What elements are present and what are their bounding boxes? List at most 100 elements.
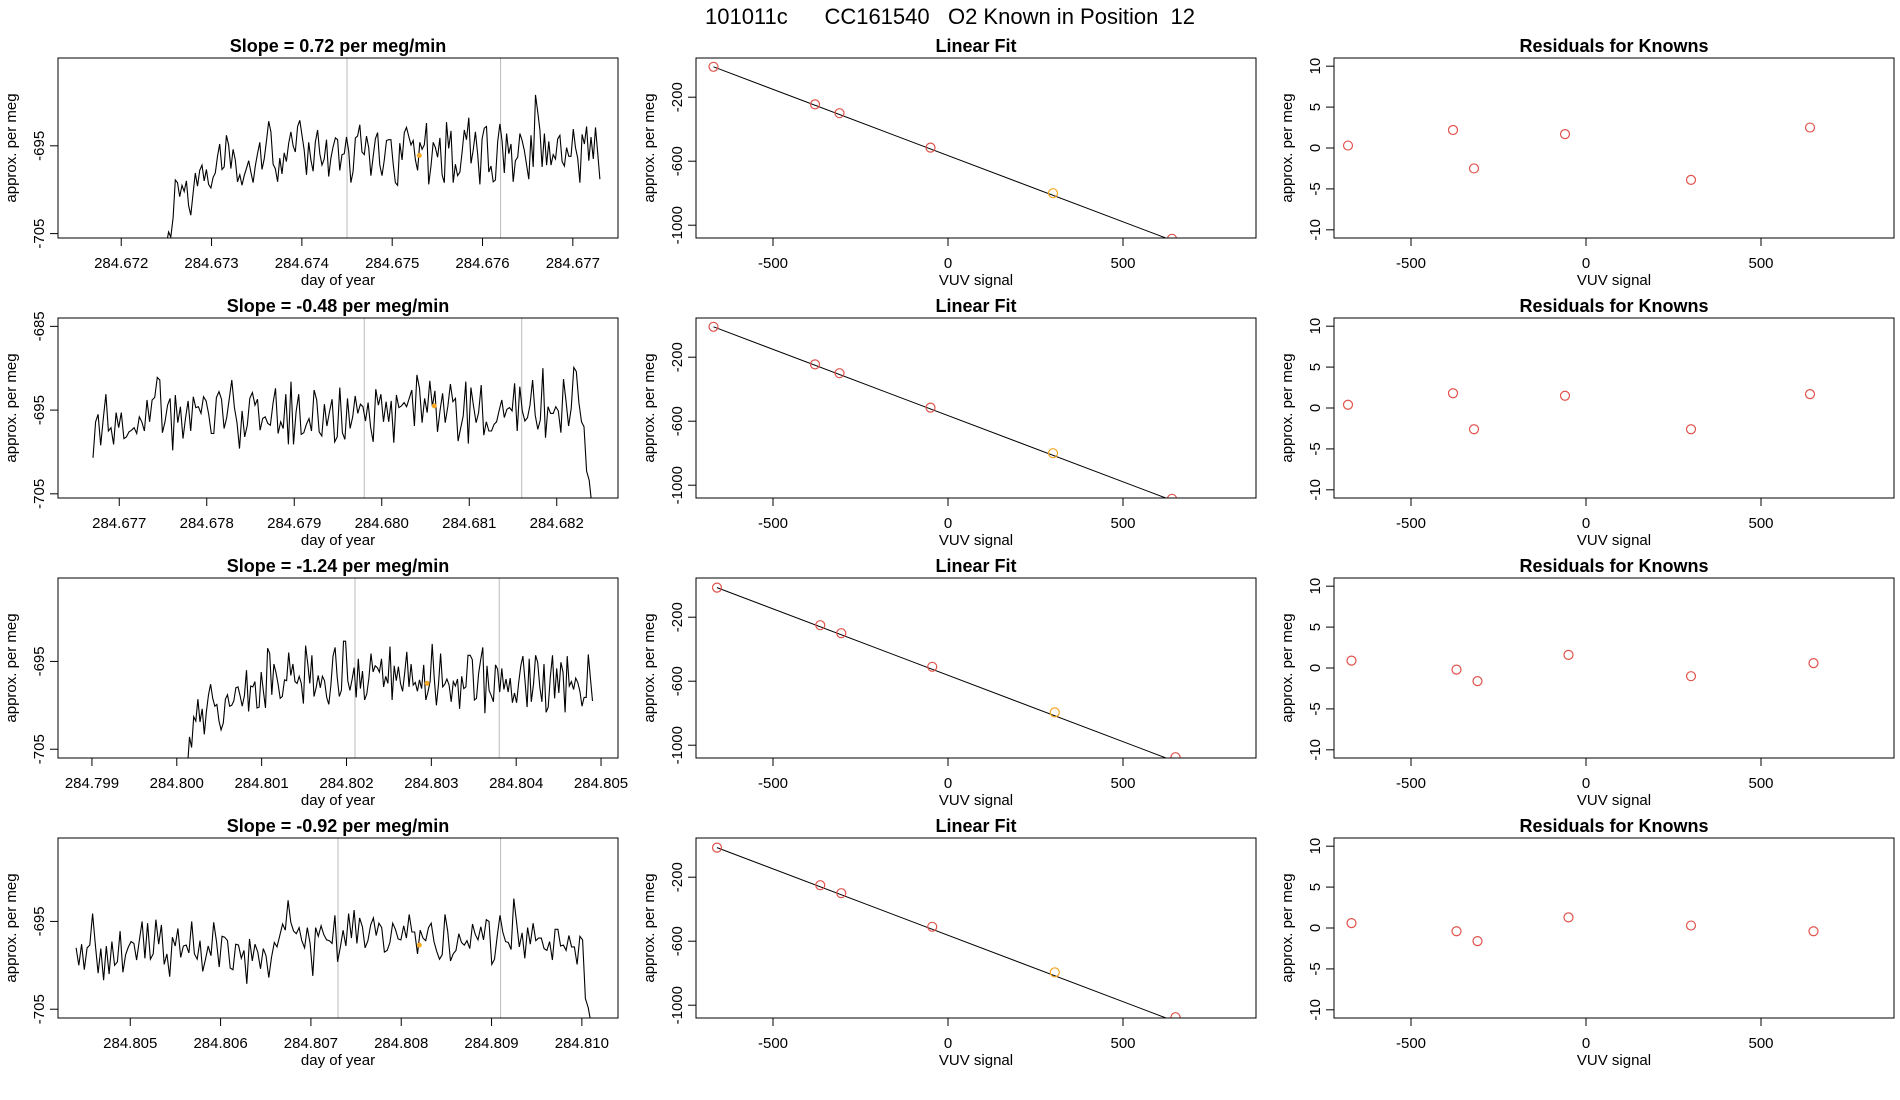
fit-panel: Linear Fit -500 0 500 VUV signal -200 -600 -100… bbox=[641, 36, 1257, 289]
panel-title: Residuals for Knowns bbox=[1519, 296, 1708, 316]
known-point bbox=[1804, 388, 1816, 400]
y-tick-label: -10 bbox=[1307, 999, 1324, 1021]
x-tick-label: 284.677 bbox=[92, 515, 146, 532]
known-point bbox=[1346, 917, 1357, 929]
timeseries-line bbox=[92, 365, 592, 498]
timeseries-panel: Slope = 0.72 per meg/min 284.672 284.673 28… bbox=[3, 36, 619, 289]
known-point bbox=[1170, 1012, 1181, 1018]
y-tick-label: 5 bbox=[1307, 883, 1324, 891]
x-tick-label: 284.680 bbox=[355, 515, 409, 532]
y-tick-label: 5 bbox=[1307, 363, 1324, 371]
y-tick-label: -600 bbox=[669, 926, 686, 956]
unknown-point bbox=[1049, 967, 1060, 978]
x-tick-label: -500 bbox=[758, 515, 788, 532]
y-tick-label: -600 bbox=[669, 406, 686, 436]
y-axis-label: approx. per meg bbox=[641, 873, 658, 982]
x-tick-label: 0 bbox=[1582, 515, 1590, 532]
x-axis-label: VUV signal bbox=[939, 272, 1013, 289]
y-axis-label: approx. per meg bbox=[3, 353, 20, 462]
x-tick-label: 284.810 bbox=[555, 1035, 609, 1052]
timeseries-panel: Slope = -0.92 per meg/min 284.805 284.806 2… bbox=[3, 816, 619, 1069]
highlight-point bbox=[416, 942, 422, 948]
x-axis-label: VUV signal bbox=[939, 792, 1013, 809]
known-point bbox=[1685, 671, 1697, 682]
known-point bbox=[1563, 912, 1574, 923]
plot-frame bbox=[57, 317, 619, 499]
plot-area bbox=[1346, 649, 1819, 687]
plot-area bbox=[185, 578, 594, 758]
x-tick-label: 0 bbox=[944, 1035, 952, 1052]
x-tick-label: -500 bbox=[758, 775, 788, 792]
y-tick-label: -200 bbox=[669, 342, 686, 372]
known-point bbox=[1342, 140, 1354, 151]
y-tick-label: -695 bbox=[31, 906, 48, 936]
x-tick-label: 0 bbox=[1582, 255, 1590, 272]
plot-area bbox=[166, 58, 601, 238]
known-point bbox=[1808, 657, 1819, 669]
y-tick-label: -5 bbox=[1307, 962, 1324, 975]
timeseries-line bbox=[185, 640, 594, 758]
known-point bbox=[1451, 664, 1462, 675]
plot-frame bbox=[57, 57, 619, 239]
x-tick-label: 500 bbox=[1110, 255, 1135, 272]
y-axis-label: approx. per meg bbox=[1279, 613, 1296, 722]
x-tick-label: 284.805 bbox=[574, 775, 628, 792]
timeseries-panel: Slope = -1.24 per meg/min 284.799 284.800 2… bbox=[3, 556, 628, 809]
plot-area bbox=[708, 321, 1178, 498]
y-tick-label: -685 bbox=[31, 311, 48, 341]
y-tick-label: 10 bbox=[1307, 58, 1324, 75]
timeseries-line bbox=[166, 94, 601, 238]
unknown-point bbox=[1049, 707, 1060, 718]
plot-frame bbox=[1333, 317, 1895, 499]
x-tick-label: 284.672 bbox=[94, 255, 148, 272]
x-tick-label: 500 bbox=[1110, 775, 1135, 792]
x-tick-label: 284.807 bbox=[284, 1035, 338, 1052]
known-point bbox=[1447, 124, 1459, 136]
known-point bbox=[836, 888, 847, 899]
y-tick-label: 5 bbox=[1307, 623, 1324, 631]
x-axis-label: day of year bbox=[301, 532, 375, 549]
y-axis-label: approx. per meg bbox=[1279, 353, 1296, 462]
known-point bbox=[1808, 926, 1819, 937]
y-tick-label: 10 bbox=[1307, 838, 1324, 855]
fit-panel: Linear Fit -500 0 500 VUV signal -200 -600 -100… bbox=[641, 556, 1257, 809]
x-tick-label: -500 bbox=[1396, 775, 1426, 792]
x-tick-label: 0 bbox=[1582, 775, 1590, 792]
known-point bbox=[1166, 493, 1178, 498]
x-tick-label: -500 bbox=[1396, 515, 1426, 532]
x-axis-label: VUV signal bbox=[939, 1052, 1013, 1069]
x-axis-label: day of year bbox=[301, 272, 375, 289]
residuals-panel: Residuals for Knowns -500 0 500 VUV signal 10… bbox=[1279, 556, 1895, 809]
y-tick-label: 5 bbox=[1307, 103, 1324, 111]
known-point bbox=[708, 321, 719, 332]
known-point bbox=[834, 368, 845, 379]
x-tick-label: 284.682 bbox=[530, 515, 584, 532]
x-tick-label: -500 bbox=[758, 1035, 788, 1052]
x-axis-label: VUV signal bbox=[1577, 792, 1651, 809]
plot-frame bbox=[57, 837, 619, 1019]
x-tick-label: -500 bbox=[758, 255, 788, 272]
plot-frame bbox=[695, 57, 1257, 239]
panel-title: Slope = -0.92 per meg/min bbox=[227, 816, 450, 836]
y-tick-label: -10 bbox=[1307, 219, 1324, 241]
x-axis-label: VUV signal bbox=[1577, 272, 1651, 289]
timeseries-panel: Slope = -0.48 per meg/min 284.677 284.678 2… bbox=[3, 296, 619, 549]
plot-area bbox=[711, 842, 1181, 1018]
y-tick-label: -5 bbox=[1307, 182, 1324, 195]
y-tick-label: -200 bbox=[669, 602, 686, 632]
y-axis-label: approx. per meg bbox=[3, 93, 20, 202]
y-tick-label: -695 bbox=[31, 646, 48, 676]
y-tick-label: -200 bbox=[669, 82, 686, 112]
x-tick-label: 0 bbox=[1582, 1035, 1590, 1052]
known-point bbox=[1346, 655, 1357, 666]
y-tick-label: 0 bbox=[1307, 144, 1324, 152]
figure-title: 101011c CC161540 O2 Known in Position 12 bbox=[704, 4, 1195, 29]
fit-line bbox=[713, 66, 1168, 238]
y-tick-label: 10 bbox=[1307, 318, 1324, 335]
x-axis-label: VUV signal bbox=[1577, 1052, 1651, 1069]
y-tick-label: -695 bbox=[31, 131, 48, 161]
known-point bbox=[711, 582, 723, 593]
x-tick-label: 284.805 bbox=[103, 1035, 157, 1052]
panel-title: Residuals for Knowns bbox=[1519, 556, 1708, 576]
